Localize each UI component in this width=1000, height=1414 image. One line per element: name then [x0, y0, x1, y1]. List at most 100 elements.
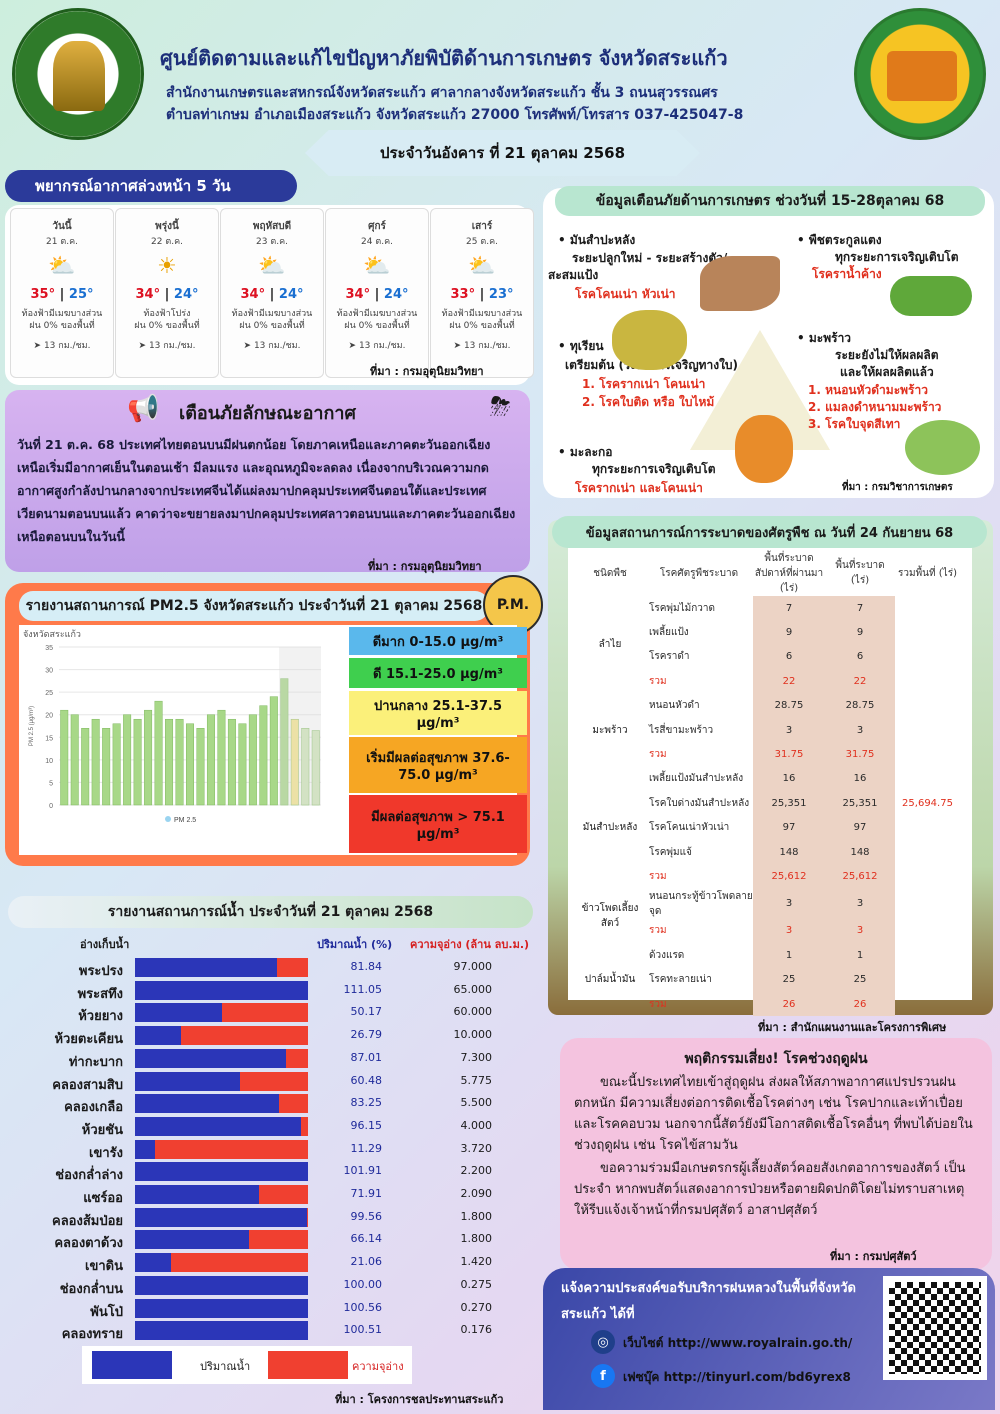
forecast-date: 24 ต.ค. — [361, 237, 393, 247]
forecast-day: วันนี้ 21 ต.ค. ⛅ 35° | 25° ท้องฟ้ามีเมฆบ… — [10, 208, 114, 378]
temp-high: 33° — [450, 287, 476, 302]
forecast-day: พรุ่งนี้ 22 ต.ค. ☀ 34° | 24° ท้องฟ้าโปร่… — [115, 208, 219, 378]
reservoir-name: ห้วยยาง — [78, 1009, 123, 1025]
pest-disease: ด้วงแรด — [649, 949, 685, 961]
partly-cloudy-icon: ⛅ — [258, 254, 286, 279]
pest-last-week: 25,612 — [753, 864, 825, 889]
reservoir-name: แซร์ออ — [83, 1191, 123, 1206]
forecast-panel: วันนี้ 21 ต.ค. ⛅ 35° | 25° ท้องฟ้ามีเมฆบ… — [5, 205, 534, 385]
reservoir-name: คลองสามสิบ — [52, 1077, 123, 1093]
wind-speed: 13 กม./ชม. — [148, 341, 196, 351]
reservoir-bar — [135, 1230, 308, 1250]
temp-low: 23° — [488, 287, 514, 302]
cassava-image — [700, 256, 780, 311]
pest-area: 31.75 — [825, 742, 895, 767]
qr-code[interactable] — [883, 1276, 987, 1380]
reservoir-capacity: 2.200 — [460, 1164, 493, 1178]
water-col-pct: ปริมาณน้ำ (%) — [317, 938, 393, 951]
reservoir-row: เขาดิน 21.06 1.420 — [0, 1253, 530, 1274]
pest-area: 6 — [825, 644, 895, 670]
reservoir-pct: 100.56 — [343, 1300, 383, 1314]
pm25-bar — [227, 718, 236, 806]
reservoir-name: ช่องกล่ำล่าง — [55, 1168, 123, 1184]
facebook-icon: f — [591, 1364, 615, 1388]
reservoir-name: ห้วยชัน — [81, 1122, 123, 1138]
royal-rain-website[interactable]: เว็บไซต์ http://www.royalrain.go.th/ — [623, 1336, 853, 1350]
reservoir-pct: 100.00 — [343, 1277, 383, 1291]
pest-header-last-week: พื้นที่ระบาดสัปดาห์ที่ผ่านมา (ไร่) — [753, 550, 825, 596]
legend-capacity-label: ความจุอ่าง — [352, 1360, 404, 1373]
forecast-rain: ฝน 0% ของพื้นที่ — [449, 321, 515, 331]
y-tick-label: 15 — [45, 735, 53, 742]
pm25-bar — [311, 730, 320, 806]
reservoir-capacity: 0.275 — [460, 1277, 493, 1291]
forecast-day: เสาร์ 25 ต.ค. ⛅ 33° | 23° ท้องฟ้ามีเมฆบา… — [430, 208, 534, 378]
behavior-source: ที่มา : กรมปศุสัตว์ — [830, 1250, 917, 1263]
pest-disease: รวม — [649, 925, 667, 937]
pest-row: ปาล์มน้ำมัน ด้วงแรด 1 1 — [575, 943, 960, 985]
reservoir-pct: 100.51 — [343, 1323, 383, 1337]
reservoir-capacity: 7.300 — [460, 1050, 493, 1064]
reservoir-name: เขารัง — [89, 1145, 123, 1161]
reservoir-bar-fill — [135, 1230, 250, 1250]
temp-low: 24° — [383, 287, 409, 302]
reservoir-row: แซร์ออ 71.91 2.090 — [0, 1185, 530, 1206]
y-tick-label: 20 — [45, 713, 53, 720]
pest-disease: เพลี้ยแป้งมันสำปะหลัง — [649, 773, 744, 785]
reservoir-name: ท่ากะบาก — [68, 1054, 123, 1070]
reservoir-pct: 21.06 — [350, 1255, 383, 1269]
reservoir-bar — [135, 1094, 308, 1114]
reservoir-row: ท่ากะบาก 87.01 7.300 — [0, 1048, 530, 1070]
cucumber-name: • พืชตระกูลแตง — [797, 233, 882, 247]
reservoir-capacity: 10.000 — [453, 1028, 493, 1042]
water-legend: ปริมาณน้ำ ความจุอ่าง — [82, 1346, 412, 1384]
pest-row: โรคราดำ 6 6 — [575, 644, 960, 670]
pm25-bar — [186, 723, 194, 806]
reservoir-row: คลองส้มป่อย 99.56 1.800 — [0, 1207, 530, 1229]
pest-crop: มันสำปะหลัง — [582, 822, 638, 834]
pest-row: มะพร้าว หนอนหัวดำ 28.75 28.75 — [575, 693, 960, 736]
agri-warning-title: ข้อมูลเตือนภัยด้านการเกษตร ช่วงวันที่ 15… — [555, 186, 985, 216]
pest-source: ที่มา : สำนักแผนงานและโครงการพิเศษ — [758, 1021, 947, 1034]
reservoir-row: คลองตาด้วง 66.14 1.800 — [0, 1230, 530, 1252]
behavior-panel: พฤติกรรมเสี่ยง! โรคช่วงฤดูฝน ขณะนี้ประเท… — [560, 1038, 992, 1270]
coconut-name: • มะพร้าว — [797, 331, 852, 345]
weather-warning-panel: 📢 ⛈ เตือนภัยลักษณะอากาศ วันที่ 21 ต.ค. 6… — [5, 390, 530, 572]
pm25-url[interactable]: http://pm25.gistda.or.th/ — [83, 838, 230, 854]
water-title: รายงานสถานการณ์น้ำ ประจำวันที่ 21 ตุลาคม… — [8, 896, 533, 928]
legend-label: PM 2.5 — [174, 817, 196, 824]
royal-rain-facebook[interactable]: เฟซบุ๊ค http://tinyurl.com/bd6yrex8 — [623, 1370, 851, 1384]
forecast-wind: ➤ 13 กม./ชม. — [453, 341, 511, 351]
forecast-wind: ➤ 13 กม./ชม. — [243, 341, 301, 351]
pest-row: โรคทะลายเน่า 25 25 — [575, 967, 960, 992]
reservoir-row: ห้วยตะเคียน 26.79 10.000 — [0, 1026, 530, 1047]
reservoir-pct: 71.91 — [350, 1187, 383, 1200]
forecast-day-name: พฤหัสบดี — [252, 221, 292, 232]
reservoir-row: ห้วยชัน 96.15 4.000 — [0, 1116, 530, 1138]
reservoir-bar — [135, 1298, 308, 1318]
behavior-paragraph-1: ขณะนี้ประเทศไทยเข้าสู่ฤดูฝน ส่งผลให้สภาพ… — [574, 1075, 973, 1153]
forecast-wind: ➤ 13 กม./ชม. — [138, 341, 196, 351]
pest-disease: โรคราดำ — [649, 651, 690, 663]
forecast-rain: ฝน 0% ของพื้นที่ — [29, 321, 95, 331]
reservoir-row: พระปรง 81.84 97.000 — [0, 958, 530, 979]
pest-row: รวม 26 26 — [575, 991, 960, 1017]
pm25-bar — [238, 723, 247, 806]
reservoir-capacity: 3.720 — [460, 1141, 493, 1155]
pm25-bar — [259, 705, 268, 806]
reservoir-name: คลองตาด้วง — [54, 1236, 123, 1252]
pm25-bar — [60, 709, 69, 806]
pest-last-week: 25 — [753, 967, 825, 992]
cassava-stage: ระยะปลูกใหม่ - ระยะสร้างตัว/ — [572, 251, 728, 265]
wind-speed: 13 กม./ชม. — [43, 341, 91, 351]
pm25-level-2: ดี 15.1-25.0 μg/m³ — [349, 658, 527, 688]
pest-disease: หนอนหัวดำ — [649, 700, 700, 712]
reservoir-bar — [135, 980, 308, 1000]
pest-row: ข้าวโพดเลี้ยงสัตว์ หนอนกระทู้ข้าวโพดลายจุ… — [575, 888, 960, 929]
y-tick-label: 35 — [45, 645, 53, 652]
reservoir-bar — [135, 1185, 308, 1204]
coconut-stage: ระยะยังไม่ให้ผลผลิต — [835, 348, 939, 362]
behavior-title: พฤติกรรมเสี่ยง! โรคช่วงฤดูฝน — [684, 1051, 868, 1067]
reservoir-name: ช่องกล่ำบน — [59, 1281, 123, 1297]
cucumber-stage: ทุกระยะการเจริญเติบโต — [835, 250, 959, 264]
